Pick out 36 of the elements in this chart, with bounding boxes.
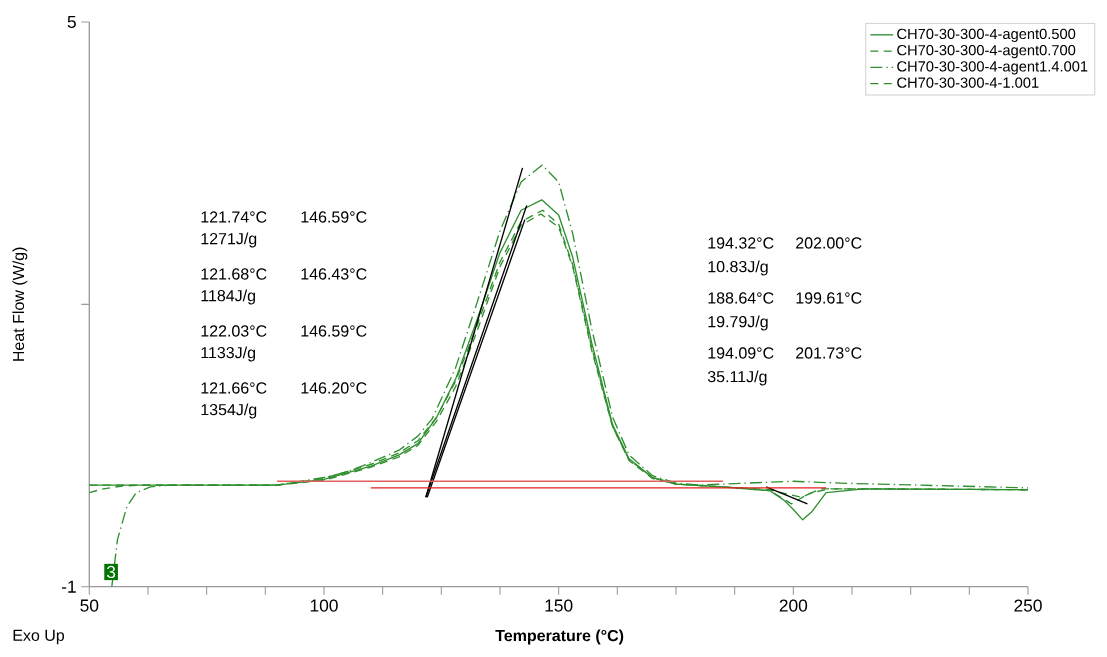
- annotation: 121.68°C: [201, 268, 267, 280]
- annotation: 188.64°C: [708, 292, 774, 304]
- annotation: 1184J/g: [201, 289, 255, 305]
- annotation: 1271J/g: [201, 232, 257, 248]
- y-tick-label: -1: [61, 580, 76, 593]
- text: Exo Up: [13, 629, 65, 645]
- annotation: 1133J/g: [201, 346, 255, 362]
- annotation: 35.11J/g: [707, 370, 767, 386]
- annotation: 121.74°C: [201, 211, 267, 223]
- annotation: 1354J/g: [201, 403, 257, 419]
- x-tick-label: 250: [1014, 599, 1042, 612]
- annotation: 146.20°C: [301, 382, 367, 394]
- legend-label: CH70-30-300-4-1.001: [897, 77, 1039, 88]
- annotation: 146.43°C: [301, 268, 367, 280]
- annotation: 201.73°C: [796, 347, 862, 359]
- legend-label: CH70-30-300-4-agent0.500: [897, 28, 1076, 42]
- annotation: 122.03°C: [201, 325, 267, 337]
- annotation: 10.83J/g: [708, 260, 768, 276]
- x-tick-label: 100: [310, 599, 338, 612]
- annotation: 199.61°C: [796, 292, 862, 304]
- x-tick-label: 200: [779, 599, 808, 612]
- annotation: 194.09°C: [708, 347, 774, 359]
- annotation: 19.79J/g: [708, 315, 768, 331]
- x-axis-title: Temperature (°C): [495, 629, 624, 645]
- annotation: 3: [106, 565, 116, 579]
- annotation: 194.32°C: [708, 237, 774, 249]
- x-tick-label: 150: [545, 599, 573, 612]
- legend-label: CH70-30-300-4-agent1.4.001: [897, 61, 1088, 75]
- annotation: 146.59°C: [301, 211, 367, 223]
- annotation: 202.00°C: [796, 237, 862, 249]
- annotation: 146.59°C: [301, 325, 367, 337]
- legend-label: CH70-30-300-4-agent0.700: [897, 44, 1076, 59]
- y-axis-title: Heat Flow (W/g): [12, 247, 28, 361]
- x-tick-label: 50: [80, 599, 99, 612]
- annotation: 121.66°C: [201, 382, 267, 394]
- y-tick-label: 5: [67, 15, 76, 29]
